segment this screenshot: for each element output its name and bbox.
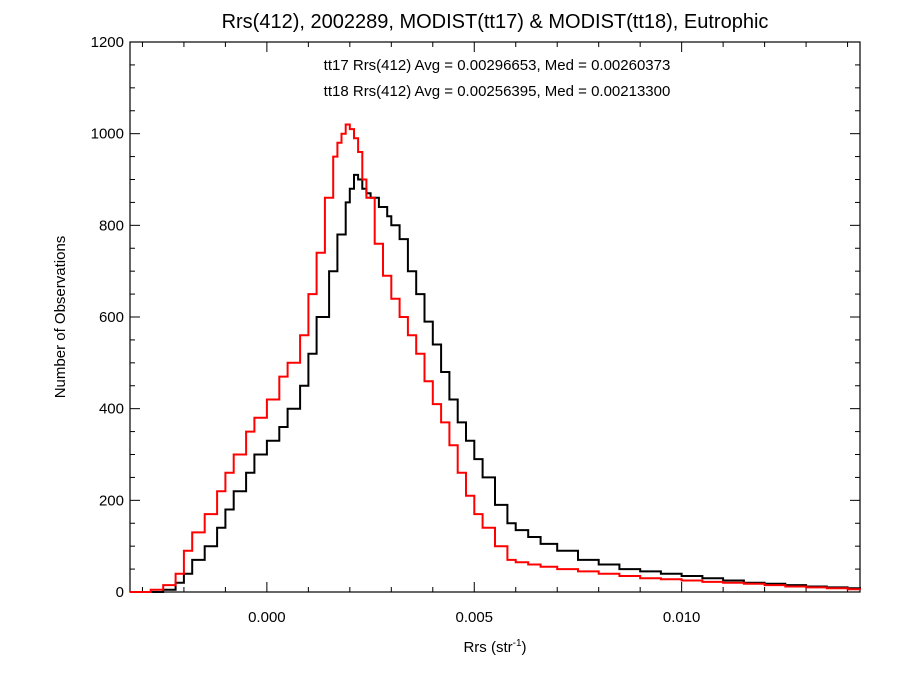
y-tick-label: 1200 [91, 34, 124, 51]
y-tick-label: 400 [99, 401, 124, 418]
series-tt18-line [130, 123, 861, 593]
annotation-tt17: tt17 Rrs(412) Avg = 0.00296653, Med = 0.… [324, 57, 671, 74]
y-tick-label: 0 [116, 584, 124, 601]
plot-frame [129, 41, 861, 593]
series-layer [130, 123, 861, 593]
axis-ticks: 0.000 0.005 0.010 0 200 400 600 800 1000 1200 [91, 34, 860, 626]
x-axis-label-main: Rrs (str [463, 639, 512, 656]
x-tick-label: 0.010 [663, 609, 701, 626]
x-axis-label: Rrs (str-1) [463, 638, 526, 656]
y-tick-label: 1000 [91, 126, 124, 143]
chart-title: Rrs(412), 2002289, MODIST(tt17) & MODIST… [222, 11, 769, 33]
x-tick-label: 0.000 [248, 609, 286, 626]
y-tick-label: 200 [99, 492, 124, 509]
annotation-tt18: tt18 Rrs(412) Avg = 0.00256395, Med = 0.… [324, 83, 671, 100]
x-axis-label-sup: -1 [513, 638, 522, 649]
y-tick-label: 800 [99, 217, 124, 234]
y-tick-label: 600 [99, 309, 124, 326]
x-tick-label: 0.005 [455, 609, 493, 626]
x-axis-label-close: ) [522, 639, 527, 656]
y-axis-label: Number of Observations [52, 236, 69, 399]
series-tt17-line [130, 173, 861, 593]
